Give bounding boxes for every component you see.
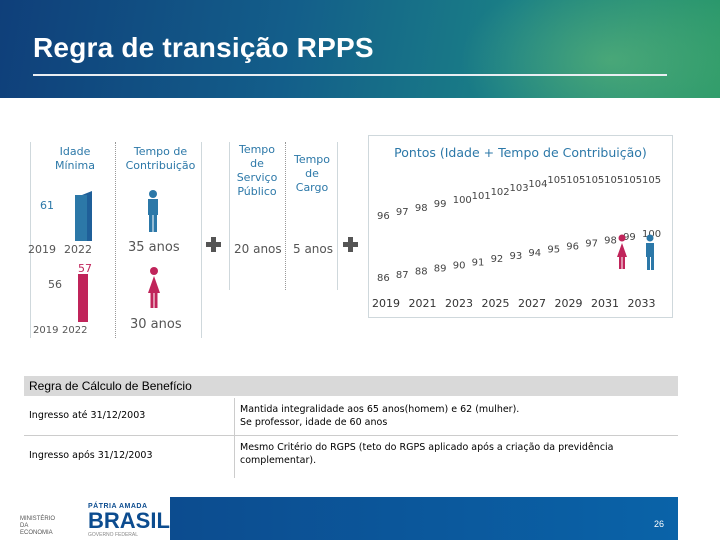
service-time-panel (229, 142, 338, 290)
plus-icon (343, 237, 358, 252)
tempo-servico-publico-heading: Tempo de Serviço Público (236, 143, 278, 198)
x-tick-label: 2021 (409, 297, 437, 310)
data-label: 90 (453, 260, 466, 271)
data-label: 104 (528, 179, 547, 190)
man-icon (148, 190, 158, 232)
left-panel-divider (115, 142, 116, 338)
tempo-contribuicao-heading: Tempo de Contribuição (125, 145, 196, 172)
x-tick-label: 2023 (445, 297, 473, 310)
cargo-value: 5 anos (293, 242, 334, 256)
middle-panel-divider (285, 142, 286, 290)
women-contribution-time: 30 anos (130, 317, 182, 332)
header-banner: Regra de transição RPPS (0, 0, 720, 98)
table-row: Ingresso após 31/12/2003 Mesmo Critério … (24, 436, 678, 476)
women-year-start: 2019 (33, 325, 59, 336)
woman-icon (148, 267, 160, 308)
header-glow (460, 0, 720, 98)
data-label: 105 (604, 175, 623, 186)
calc-rule-title: Regra de Cálculo de Benefício (24, 376, 678, 396)
points-chart-panel (368, 135, 673, 318)
women-age-bar-chart (78, 274, 88, 322)
calc-row-label: Ingresso após 31/12/2003 (29, 450, 153, 461)
data-label: 86 (377, 273, 390, 284)
data-label: 100 (453, 195, 472, 206)
x-tick-label: 2033 (628, 297, 656, 310)
age-contribution-panel (30, 142, 202, 338)
data-label: 94 (528, 248, 541, 259)
data-label: 105 (566, 175, 585, 186)
calc-row-label: Ingresso até 31/12/2003 (29, 410, 146, 421)
data-label: 100 (642, 229, 661, 240)
points-chart: 96 97 98 99 100 101 102 103 104 105 105 105 105 105 10… (372, 175, 661, 310)
men-min-age: 61 (40, 199, 54, 212)
chart-title: Pontos (Idade + Tempo de Contribuição) (394, 145, 647, 160)
plus-icon (206, 237, 221, 252)
x-tick-label: 2029 (555, 297, 583, 310)
title-underline (33, 74, 667, 76)
woman-icon (617, 234, 627, 269)
data-label: 97 (585, 238, 598, 249)
ministerio-logo: MINISTÉRIO DA ECONOMIA (20, 516, 56, 536)
men-year-end: 2022 (64, 243, 92, 256)
data-label: 93 (510, 251, 523, 262)
data-label: 99 (623, 232, 636, 243)
x-tick-label: 2025 (482, 297, 510, 310)
tempo-cargo-heading: Tempo de Cargo (293, 153, 331, 194)
table-row: Ingresso até 31/12/2003 Mantida integral… (24, 398, 678, 436)
brasil-logo: PÁTRIA AMADA BRASIL GOVERNO FEDERAL (88, 503, 170, 538)
women-year-end: 2022 (62, 325, 88, 336)
women-min-age-start: 56 (48, 278, 62, 291)
men-year-start: 2019 (28, 243, 56, 256)
data-label: 96 (566, 242, 579, 253)
calc-row-line: Mantida integralidade aos 65 anos(homem)… (240, 404, 520, 415)
data-label: 96 (377, 211, 390, 222)
men-contribution-time: 35 anos (128, 240, 180, 255)
x-tick-label: 2027 (518, 297, 546, 310)
data-label: 102 (491, 187, 510, 198)
data-label: 87 (396, 270, 409, 281)
data-label: 91 (472, 257, 485, 268)
calc-row-desc: Mesmo Critério do RGPS (teto do RGPS apl… (240, 441, 614, 467)
data-label: 103 (510, 183, 529, 194)
data-label: 105 (585, 175, 604, 186)
servico-publico-value: 20 anos (234, 242, 282, 256)
calc-row-line: Mesmo Critério do RGPS (teto do RGPS apl… (240, 442, 614, 453)
x-tick-label: 2019 (372, 297, 400, 310)
governo-federal-text: GOVERNO FEDERAL (88, 532, 139, 538)
data-label: 99 (434, 199, 447, 210)
page-title: Regra de transição RPPS (33, 32, 374, 63)
calc-row-desc: Mantida integralidade aos 65 anos(homem)… (240, 403, 519, 429)
data-label: 101 (472, 191, 491, 202)
brasil-text: BRASIL (88, 508, 170, 533)
data-label: 89 (434, 264, 447, 275)
data-label: 98 (415, 203, 428, 214)
x-tick-label: 2031 (591, 297, 619, 310)
idade-minima-heading: Idade Mínima (54, 145, 96, 172)
data-label: 92 (491, 254, 504, 265)
data-label: 105 (642, 175, 661, 186)
data-label: 98 (604, 235, 617, 246)
man-icon (646, 234, 654, 270)
data-label: 97 (396, 207, 409, 218)
calc-row-line: Se professor, idade de 60 anos (240, 417, 388, 428)
data-label: 105 (623, 175, 642, 186)
women-min-age-end: 57 (78, 262, 92, 275)
calc-table-divider (234, 398, 235, 478)
calc-row-line: complementar). (240, 455, 317, 466)
women-age-bar (78, 274, 88, 322)
men-age-bar-chart (75, 191, 92, 241)
data-label: 88 (415, 267, 428, 278)
footer-bar (170, 497, 678, 540)
patria-amada-text: PÁTRIA AMADA (88, 503, 148, 510)
data-label: 95 (547, 245, 560, 256)
men-age-bar-front (75, 195, 87, 241)
data-label: 105 (547, 175, 566, 186)
page-number: 26 (654, 519, 665, 529)
